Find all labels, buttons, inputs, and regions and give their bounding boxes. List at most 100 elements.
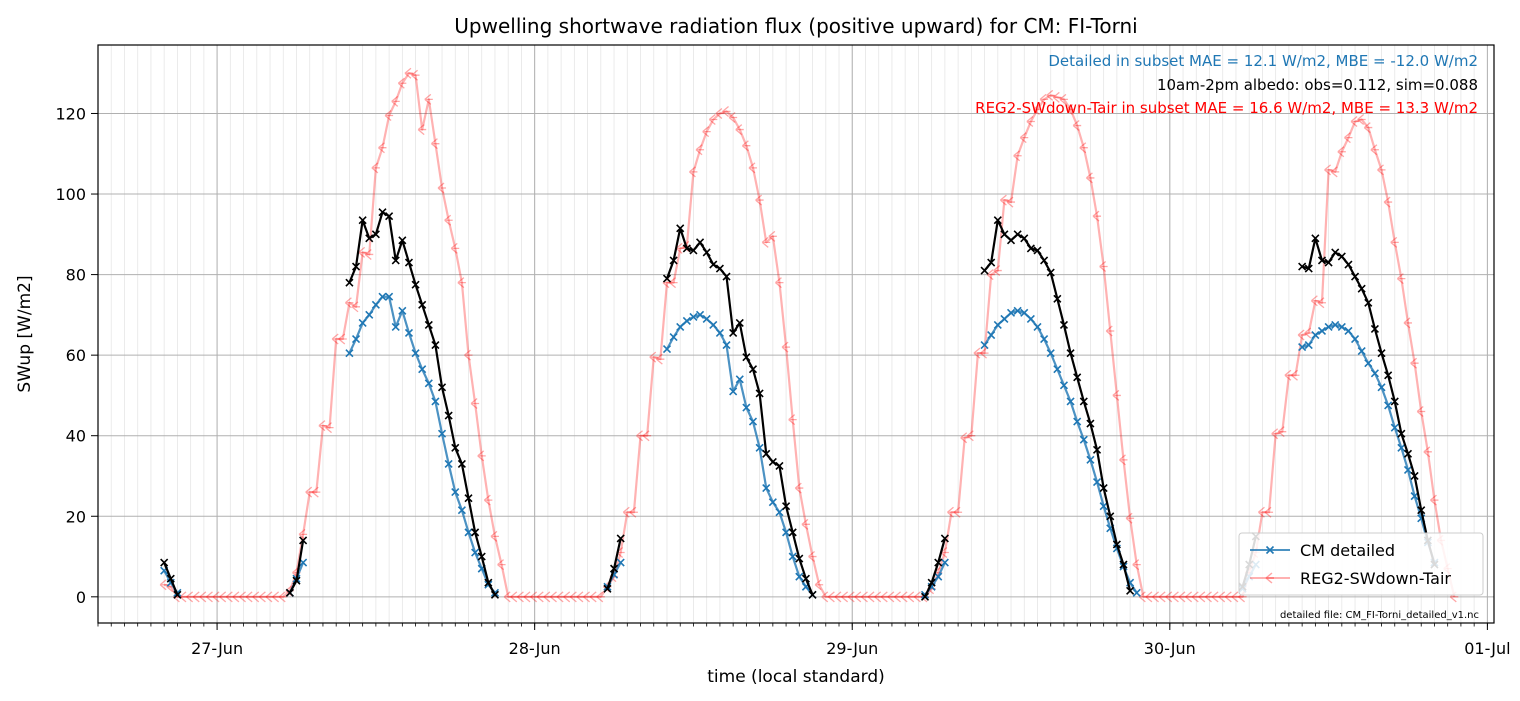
legend-marker-reg2	[1265, 572, 1274, 584]
data-point-marker	[1165, 591, 1174, 603]
data-point-marker	[391, 95, 400, 107]
data-point-marker	[437, 182, 447, 194]
data-point-marker	[1383, 196, 1393, 208]
data-point-marker	[252, 591, 261, 603]
data-point-marker	[1337, 322, 1346, 332]
data-point-marker	[709, 260, 718, 269]
legend-box	[1238, 532, 1484, 596]
data-point-marker	[1370, 324, 1379, 334]
data-point-marker	[1013, 230, 1022, 239]
data-point-marker	[239, 591, 248, 603]
data-point-marker	[510, 591, 519, 603]
data-point-marker	[1350, 272, 1360, 281]
data-point-marker	[192, 591, 202, 603]
legend-marker-cm-detailed	[1265, 545, 1275, 555]
data-point-marker	[1086, 419, 1095, 428]
data-point-marker	[173, 590, 182, 599]
data-point-marker	[1040, 256, 1049, 265]
data-point-marker	[795, 572, 804, 581]
data-point-marker	[662, 274, 672, 283]
data-point-marker	[424, 93, 433, 105]
data-point-marker	[1396, 273, 1406, 285]
data-point-marker	[444, 459, 453, 468]
data-point-marker	[1357, 114, 1366, 126]
x-axis-label: time (local standard)	[707, 667, 885, 687]
data-point-marker	[993, 216, 1002, 225]
data-point-marker	[1304, 264, 1313, 273]
data-point-marker	[1304, 327, 1313, 339]
data-point-marker	[821, 591, 830, 603]
data-point-marker	[556, 591, 566, 603]
data-point-marker	[689, 312, 698, 321]
data-point-marker	[1324, 258, 1333, 267]
data-point-marker	[1344, 132, 1353, 144]
data-point-marker	[1205, 591, 1214, 603]
data-point-marker	[1000, 314, 1009, 323]
data-point-marker	[1310, 295, 1320, 307]
data-point-marker	[1106, 512, 1115, 521]
data-point-marker	[993, 265, 1002, 277]
data-point-marker	[212, 591, 222, 603]
data-point-marker	[603, 584, 612, 593]
file-note: detailed file: CM_FI-Torni_detailed_v1.n…	[1280, 610, 1479, 621]
data-point-marker	[741, 140, 751, 152]
data-point-marker	[464, 528, 473, 537]
data-point-marker	[1317, 256, 1327, 265]
y-tick-label: 100	[55, 185, 86, 204]
data-point-marker	[775, 508, 784, 517]
data-point-marker	[788, 552, 797, 561]
data-point-marker	[1403, 449, 1413, 458]
albedo-annotation: 10am-2pm albedo: obs=0.112, sim=0.088	[1157, 76, 1478, 94]
data-point-marker	[437, 383, 447, 392]
data-point-marker	[934, 572, 943, 581]
data-point-marker	[285, 588, 294, 597]
data-point-marker	[1046, 349, 1055, 358]
data-point-marker	[642, 430, 652, 442]
data-point-marker	[391, 256, 400, 265]
data-point-marker	[1363, 122, 1373, 134]
data-point-marker	[622, 506, 632, 518]
data-point-marker	[1152, 591, 1161, 603]
data-point-marker	[1072, 120, 1082, 132]
data-point-marker	[682, 244, 691, 253]
data-point-marker	[457, 459, 466, 468]
data-point-marker	[470, 397, 480, 409]
data-point-marker	[1112, 540, 1121, 549]
data-point-marker	[589, 591, 599, 603]
data-point-marker	[782, 528, 791, 537]
data-point-marker	[404, 67, 413, 79]
y-tick-label: 0	[76, 588, 86, 607]
data-point-marker	[1384, 371, 1393, 380]
data-point-marker	[186, 591, 195, 603]
data-point-marker	[596, 591, 605, 603]
data-point-marker	[689, 166, 698, 178]
data-point-marker	[391, 322, 400, 332]
data-point-marker	[1331, 320, 1340, 330]
data-point-marker	[331, 333, 341, 345]
data-point-marker	[742, 403, 751, 412]
data-point-marker	[1218, 591, 1227, 603]
data-point-marker	[1019, 132, 1029, 144]
major-gridlines	[98, 45, 1494, 623]
data-point-marker	[1073, 417, 1082, 426]
x-tick-label: 29-Jun	[826, 639, 878, 658]
data-point-marker	[762, 449, 771, 458]
data-point-marker	[477, 552, 486, 561]
x-tick-label: 27-Jun	[191, 639, 243, 658]
data-point-marker	[669, 256, 678, 265]
data-point-marker	[444, 214, 453, 226]
data-point-marker	[365, 234, 374, 243]
data-point-marker	[980, 341, 989, 350]
data-point-marker	[160, 558, 169, 567]
data-point-marker	[762, 484, 771, 493]
data-point-marker	[1013, 306, 1022, 315]
data-point-marker	[808, 551, 817, 563]
data-point-marker	[1191, 591, 1201, 603]
data-point-marker	[1066, 103, 1075, 115]
data-point-marker	[206, 591, 215, 603]
data-point-marker	[1046, 268, 1055, 277]
data-point-marker	[1231, 591, 1240, 603]
data-point-marker	[1086, 455, 1095, 464]
data-point-marker	[411, 280, 420, 289]
data-point-marker	[841, 591, 850, 603]
